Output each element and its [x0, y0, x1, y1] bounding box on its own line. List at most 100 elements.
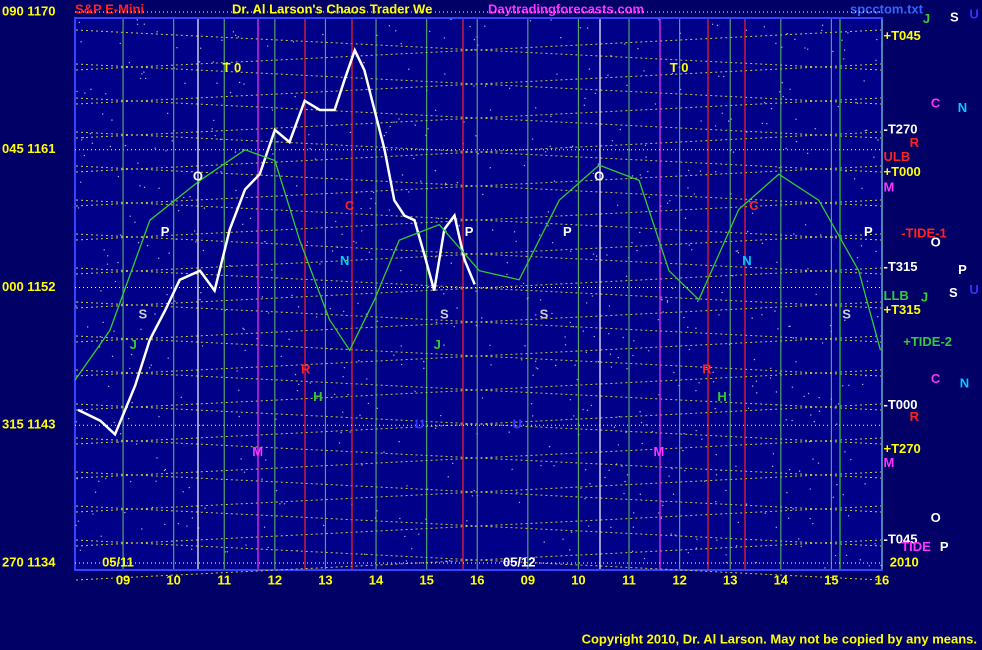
star-dot: [585, 469, 587, 471]
star-dot: [682, 449, 684, 452]
star-dot: [569, 321, 571, 324]
star-dot: [795, 361, 797, 363]
star-dot: [137, 162, 139, 164]
star-dot: [579, 27, 582, 29]
star-dot: [144, 77, 147, 80]
lattice-line: [75, 301, 882, 343]
star-dot: [645, 156, 647, 158]
star-dot: [353, 240, 355, 243]
star-dot: [544, 151, 547, 153]
star-dot: [243, 471, 246, 473]
star-dot: [648, 196, 650, 199]
star-dot: [366, 378, 368, 380]
star-dot: [779, 91, 781, 93]
star-dot: [735, 250, 737, 252]
star-dot: [470, 231, 472, 233]
star-dot: [141, 528, 143, 530]
star-dot: [666, 202, 669, 204]
star-dot: [617, 356, 620, 359]
star-dot: [755, 380, 758, 382]
star-dot: [698, 382, 700, 384]
star-dot: [275, 489, 278, 492]
star-dot: [604, 476, 606, 479]
level-label: TIDE: [901, 539, 931, 554]
annotation: H: [313, 389, 322, 404]
star-dot: [645, 424, 647, 426]
x-tick-label: 13: [723, 572, 737, 587]
level-label: LLB: [884, 288, 909, 303]
star-dot: [83, 154, 86, 157]
star-dot: [844, 319, 846, 322]
star-dot: [590, 404, 593, 407]
star-dot: [554, 364, 557, 367]
star-dot: [484, 85, 487, 87]
annotation: O: [193, 169, 203, 184]
star-dot: [319, 263, 321, 265]
star-dot: [776, 261, 778, 263]
star-dot: [749, 201, 751, 203]
level-label: -T000: [884, 397, 918, 412]
star-dot: [837, 105, 839, 108]
lattice-line: [75, 165, 882, 207]
star-dot: [414, 124, 416, 126]
star-dot: [715, 453, 718, 456]
star-dot: [807, 392, 810, 395]
star-dot: [639, 231, 641, 234]
star-dot: [626, 474, 629, 476]
star-dot: [875, 59, 877, 62]
annotation: R: [910, 409, 920, 424]
star-dot: [113, 330, 115, 332]
star-dot: [679, 88, 682, 91]
star-dot: [376, 320, 379, 322]
star-dot: [633, 340, 635, 342]
star-dot: [400, 269, 402, 272]
star-dot: [842, 385, 844, 387]
star-dot: [651, 430, 654, 433]
star-dot: [874, 543, 876, 545]
x-tick-label: 13: [318, 572, 332, 587]
x-tick-label: 12: [672, 572, 686, 587]
star-dot: [586, 27, 589, 29]
star-dot: [786, 492, 788, 494]
lattice-line: [75, 29, 882, 71]
star-dot: [236, 370, 238, 372]
star-dot: [79, 181, 82, 183]
star-dot: [389, 125, 391, 128]
star-dot: [672, 493, 675, 495]
star-dot: [810, 414, 812, 416]
star-dot: [154, 147, 156, 149]
star-dot: [156, 31, 158, 33]
star-dot: [77, 520, 80, 522]
star-dot: [625, 275, 628, 278]
star-dot: [322, 33, 324, 36]
source: Daytradingforecasts.com: [488, 1, 644, 16]
star-dot: [771, 465, 774, 468]
star-dot: [639, 493, 642, 495]
star-dot: [511, 468, 513, 471]
annotation: C: [931, 95, 941, 110]
star-dot: [237, 36, 240, 38]
star-dot: [163, 469, 166, 472]
star-dot: [127, 417, 130, 420]
star-dot: [621, 465, 623, 467]
star-dot: [696, 538, 698, 540]
star-dot: [793, 233, 795, 235]
star-dot: [388, 25, 391, 27]
star-dot: [844, 451, 846, 453]
star-dot: [764, 102, 766, 104]
star-dot: [376, 510, 378, 512]
star-dot: [639, 411, 641, 413]
x-tick-label: 10: [571, 572, 585, 587]
star-dot: [576, 378, 579, 381]
star-dot: [788, 468, 791, 471]
star-dot: [880, 564, 882, 567]
star-dot: [595, 255, 598, 257]
star-dot: [229, 264, 231, 267]
star-dot: [450, 18, 452, 21]
level-label: M: [884, 179, 895, 194]
series-line: [77, 47, 476, 437]
star-dot: [832, 50, 834, 53]
x-tick-label: 09: [116, 572, 130, 587]
star-dot: [753, 358, 756, 361]
star-dot: [766, 122, 768, 125]
